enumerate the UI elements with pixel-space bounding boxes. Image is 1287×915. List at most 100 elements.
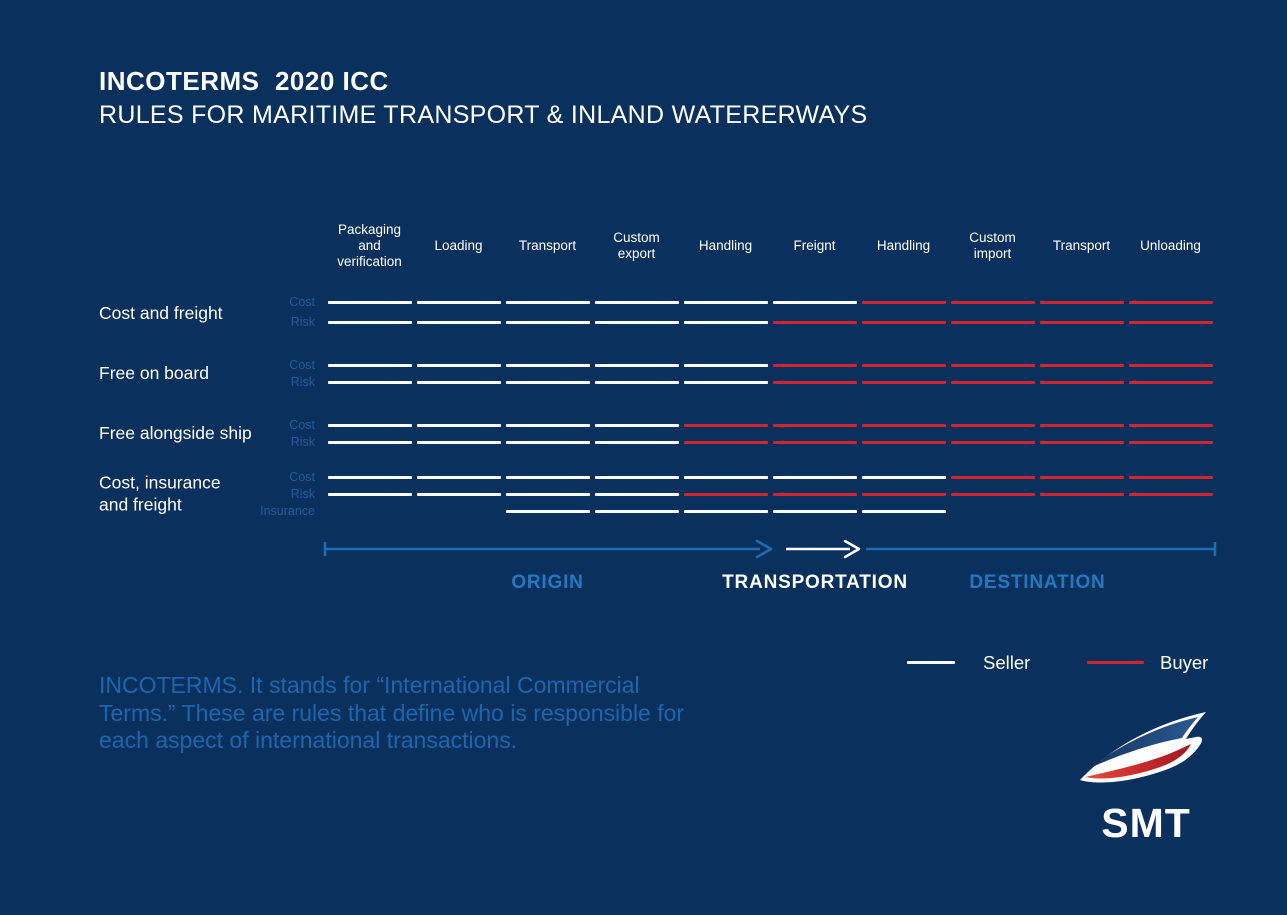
buyer-segment	[681, 493, 770, 496]
responsibility-line	[325, 381, 1215, 384]
line-name-label: Cost	[289, 295, 315, 309]
axis-white-arrowhead-icon	[843, 539, 861, 559]
seller-segment	[770, 301, 859, 304]
seller-segment	[325, 441, 414, 444]
column-header: Handling	[698, 237, 753, 253]
seller-segment	[414, 364, 503, 367]
seller-segment	[325, 364, 414, 367]
column-header: Unloading	[1140, 237, 1201, 253]
seller-segment	[681, 364, 770, 367]
seller-segment	[325, 476, 414, 479]
column-header: Transport	[1052, 237, 1111, 253]
description-text: INCOTERMS. It stands for “International …	[99, 672, 685, 753]
buyer-segment	[1037, 364, 1126, 367]
seller-segment	[503, 441, 592, 444]
buyer-segment	[859, 493, 948, 496]
row-label: Free on board	[99, 362, 209, 383]
seller-segment	[503, 424, 592, 427]
line-name-label: Cost	[289, 358, 315, 372]
buyer-segment	[1037, 301, 1126, 304]
responsibility-line	[325, 424, 1215, 427]
seller-segment	[592, 424, 681, 427]
seller-segment	[681, 301, 770, 304]
line-name-label: Risk	[290, 435, 315, 449]
seller-segment	[592, 510, 681, 513]
column-headers: Packaging and verification Loading Transpo…	[325, 210, 1215, 282]
buyer-segment	[948, 441, 1037, 444]
seller-segment	[770, 510, 859, 513]
seller-segment	[503, 510, 592, 513]
buyer-segment	[1126, 493, 1215, 496]
buyer-segment	[1037, 493, 1126, 496]
seller-segment	[592, 301, 681, 304]
buyer-segment	[770, 424, 859, 427]
seller-segment	[503, 301, 592, 304]
seller-segment	[325, 493, 414, 496]
legend-buyer-line-swatch	[1087, 661, 1144, 664]
buyer-segment	[859, 301, 948, 304]
swoosh-red-band	[1085, 744, 1191, 779]
buyer-segment	[1126, 381, 1215, 384]
column-header: Freignt	[793, 237, 836, 253]
buyer-segment	[1126, 424, 1215, 427]
seller-segment	[681, 381, 770, 384]
responsibility-line	[325, 301, 1215, 304]
line-name-label: Risk	[290, 487, 315, 501]
responsibility-line	[325, 510, 1215, 513]
smt-logo: SMT	[1072, 708, 1220, 847]
legend-seller-line-swatch	[907, 661, 955, 664]
seller-segment	[681, 476, 770, 479]
seller-segment	[414, 493, 503, 496]
seller-segment	[325, 424, 414, 427]
buyer-segment	[1037, 424, 1126, 427]
seller-segment	[592, 476, 681, 479]
phase-label-destination: DESTINATION	[969, 572, 1106, 593]
seller-segment	[503, 493, 592, 496]
buyer-segment	[948, 476, 1037, 479]
responsibility-line	[325, 493, 1215, 496]
buyer-segment	[1037, 381, 1126, 384]
column-header: Packaging and verification	[337, 221, 402, 270]
buyer-segment	[859, 441, 948, 444]
empty-segment	[414, 510, 503, 513]
line-name-label: Risk	[290, 375, 315, 389]
seller-segment	[592, 321, 681, 324]
buyer-segment	[1126, 301, 1215, 304]
buyer-segment	[1126, 364, 1215, 367]
seller-segment	[592, 381, 681, 384]
responsibility-line	[325, 364, 1215, 367]
buyer-segment	[948, 424, 1037, 427]
seller-segment	[414, 321, 503, 324]
buyer-segment	[1126, 321, 1215, 324]
buyer-segment	[681, 441, 770, 444]
axis-blue-arrowhead-icon	[755, 539, 773, 559]
page-title: INCOTERMS 2020 ICC	[99, 66, 389, 96]
seller-segment	[503, 364, 592, 367]
seller-segment	[592, 364, 681, 367]
legend-buyer-label: Buyer	[1160, 652, 1209, 673]
timeline-axis	[323, 539, 1217, 559]
phase-label-origin: ORIGIN	[511, 572, 584, 593]
buyer-segment	[948, 301, 1037, 304]
logo-text: SMT	[1101, 800, 1191, 846]
line-name-label: Cost	[289, 470, 315, 484]
buyer-segment	[1037, 441, 1126, 444]
seller-segment	[414, 441, 503, 444]
buyer-segment	[770, 381, 859, 384]
buyer-segment	[770, 321, 859, 324]
buyer-segment	[1126, 476, 1215, 479]
row-label: Cost and freight	[99, 302, 223, 323]
buyer-segment	[948, 364, 1037, 367]
buyer-segment	[859, 321, 948, 324]
seller-segment	[414, 381, 503, 384]
column-header: Handling	[876, 237, 931, 253]
buyer-segment	[948, 321, 1037, 324]
buyer-segment	[948, 381, 1037, 384]
buyer-segment	[770, 493, 859, 496]
responsibility-line	[325, 441, 1215, 444]
empty-segment	[325, 510, 414, 513]
buyer-segment	[1126, 441, 1215, 444]
buyer-segment	[1037, 476, 1126, 479]
legend-seller-label: Seller	[983, 652, 1031, 673]
row-label: Free alongside ship	[99, 422, 252, 443]
